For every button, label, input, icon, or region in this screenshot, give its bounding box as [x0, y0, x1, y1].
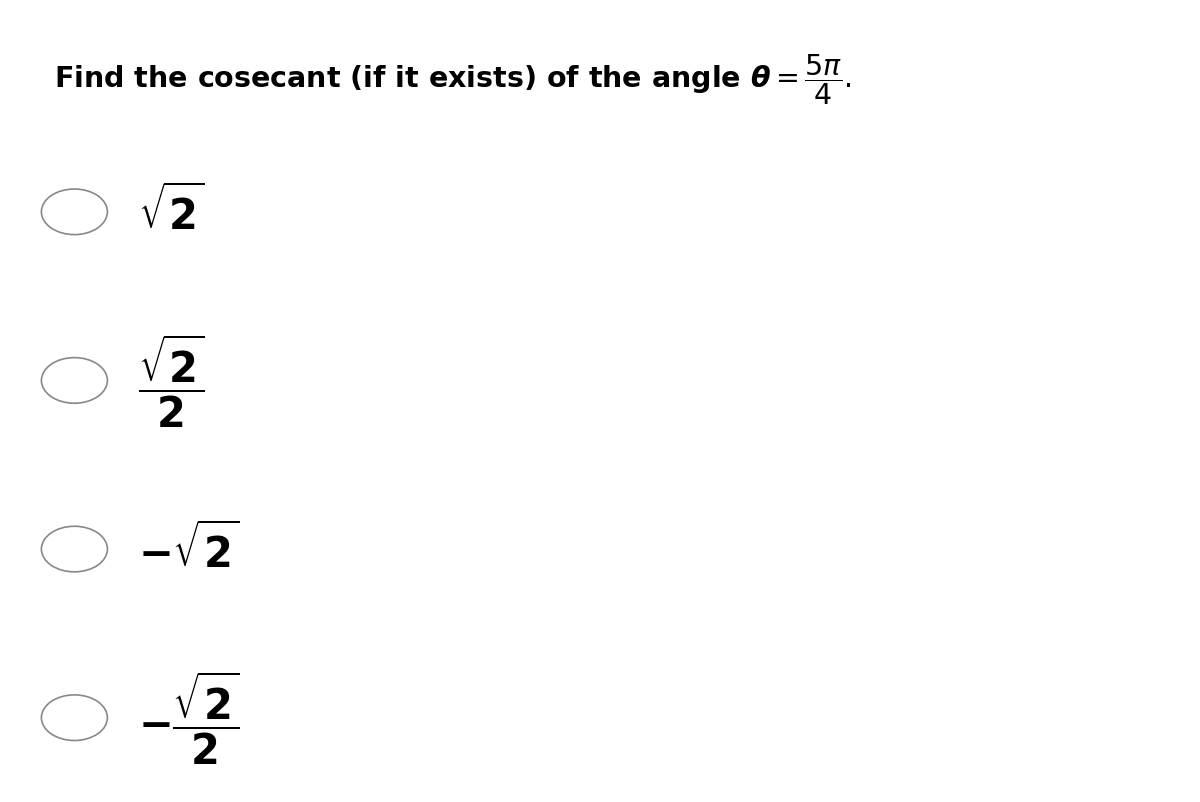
Text: $\mathbf{\sqrt{2}}$: $\mathbf{\sqrt{2}}$	[138, 186, 204, 239]
Text: $\mathbf{\dfrac{\sqrt{2}}{2}}$: $\mathbf{\dfrac{\sqrt{2}}{2}}$	[138, 332, 204, 430]
Text: Find the cosecant (if it exists) of the angle $\boldsymbol{\theta} = \dfrac{5\pi: Find the cosecant (if it exists) of the …	[54, 52, 852, 107]
Text: $\mathbf{-\dfrac{\sqrt{2}}{2}}$: $\mathbf{-\dfrac{\sqrt{2}}{2}}$	[138, 669, 239, 767]
Text: $\mathbf{-\sqrt{2}}$: $\mathbf{-\sqrt{2}}$	[138, 523, 239, 576]
